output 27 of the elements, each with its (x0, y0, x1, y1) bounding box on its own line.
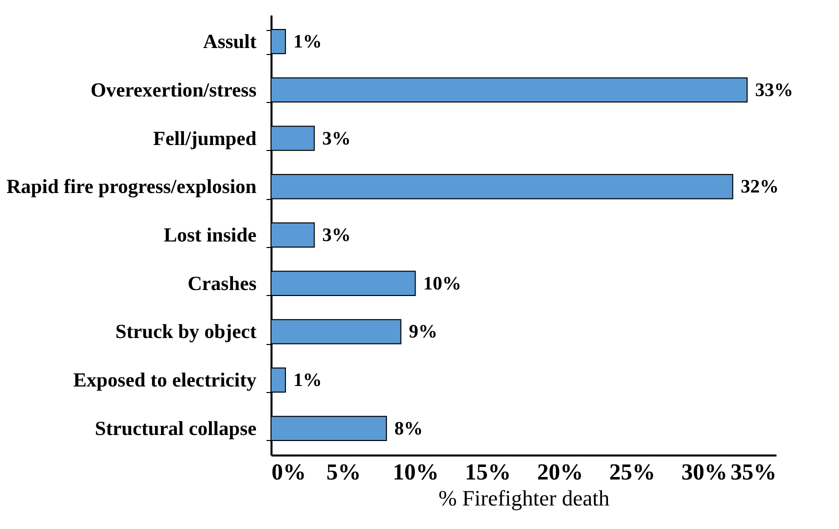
x-tick-label: 20% (537, 460, 584, 484)
y-tick-label: Crashes (188, 272, 257, 295)
x-tick-label: 25% (609, 460, 656, 484)
data-label: 1% (293, 370, 322, 392)
data-label: 3% (322, 225, 351, 246)
y-tick-label: Overexertion/stress (90, 79, 257, 102)
x-axis-title: % Firefighter death (438, 486, 610, 510)
data-label: 10% (423, 273, 462, 294)
data-label: 9% (408, 322, 438, 343)
data-label: 1% (293, 32, 322, 53)
y-tick-label: Lost inside (164, 224, 257, 246)
x-tick-label: 5% (326, 460, 361, 484)
y-tick-label: Fell/jumped (153, 128, 256, 150)
data-label: 3% (322, 128, 351, 150)
y-tick-label: Struck by object (115, 321, 257, 344)
data-label: 33% (755, 80, 794, 101)
x-tick-label: 0% (272, 460, 306, 484)
x-tick-label: 30% (681, 460, 728, 484)
y-tick-label: Assult (203, 31, 257, 54)
x-tick-label: 35% (730, 460, 776, 484)
data-label: 8% (394, 418, 423, 440)
y-tick-label: Exposed to electricity (73, 370, 256, 392)
y-tick-label: Rapid fire progress/explosion (6, 176, 256, 198)
x-tick-label: 10% (392, 460, 439, 484)
x-tick-label: 15% (464, 460, 511, 484)
data-label: 32% (740, 176, 779, 198)
y-tick-label: Structural collapse (94, 418, 257, 440)
